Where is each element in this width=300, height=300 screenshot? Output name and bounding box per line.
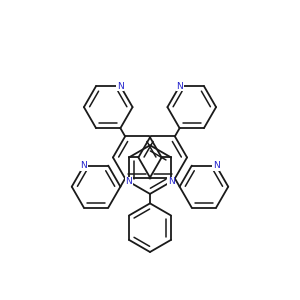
Text: N: N [117,82,124,91]
Text: N: N [176,82,183,91]
Text: N: N [126,177,132,186]
Text: N: N [213,161,220,170]
Text: N: N [80,161,87,170]
Text: N: N [168,177,174,186]
